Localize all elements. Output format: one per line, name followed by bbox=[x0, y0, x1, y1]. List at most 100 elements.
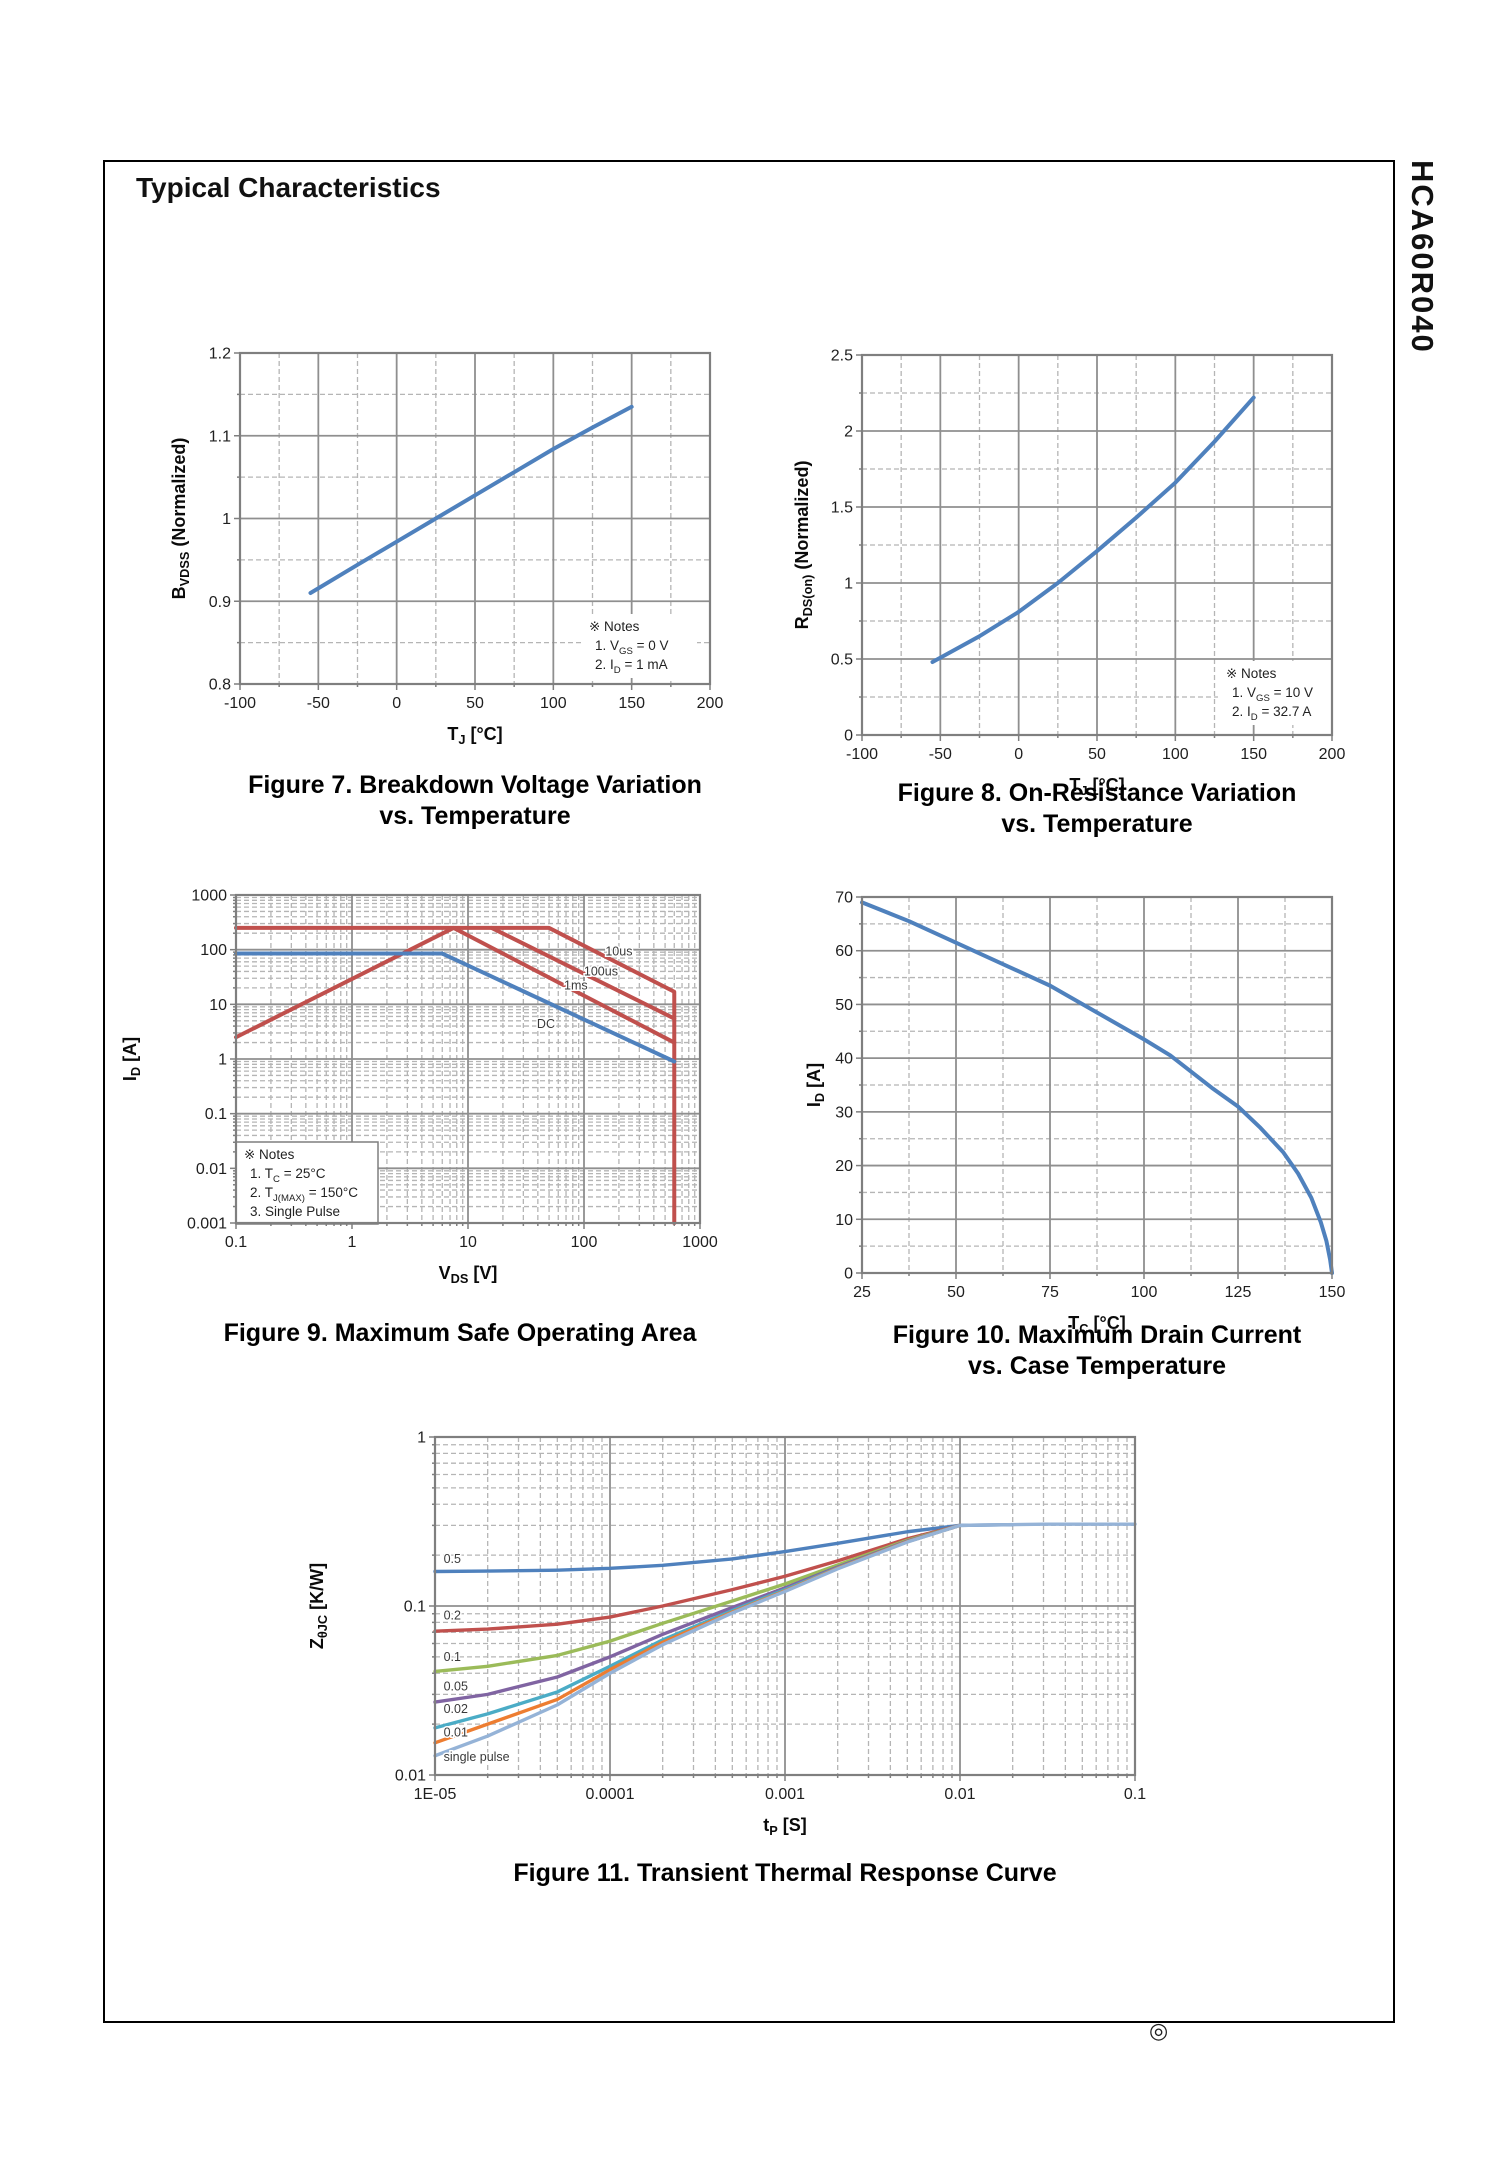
svg-text:0.02: 0.02 bbox=[444, 1702, 468, 1716]
svg-text:1000: 1000 bbox=[191, 888, 227, 905]
svg-text:150: 150 bbox=[1240, 746, 1267, 763]
svg-text:ZθJC [K/W]: ZθJC [K/W] bbox=[307, 1563, 330, 1649]
figure7-caption-line2: vs. Temperature bbox=[379, 802, 571, 830]
svg-text:50: 50 bbox=[835, 997, 853, 1014]
svg-text:0.5: 0.5 bbox=[444, 1552, 461, 1566]
svg-text:0.1: 0.1 bbox=[404, 1599, 426, 1616]
fig7-ticks bbox=[234, 352, 711, 690]
fig9-series bbox=[234, 925, 677, 1225]
svg-text:1. TC = 25°C: 1. TC = 25°C bbox=[250, 1166, 326, 1185]
svg-text:0.1: 0.1 bbox=[225, 1234, 247, 1251]
fig8-notes: ※ Notes 1. VGS = 10 V2. ID = 32.7 A bbox=[1218, 661, 1340, 725]
svg-text:10us: 10us bbox=[605, 945, 632, 959]
svg-text:1.5: 1.5 bbox=[831, 500, 853, 517]
svg-text:0.5: 0.5 bbox=[831, 652, 853, 669]
fig10-series-ID bbox=[860, 900, 1334, 1275]
svg-text:0: 0 bbox=[392, 695, 401, 712]
fig10-ticks bbox=[856, 896, 1333, 1279]
svg-text:2.5: 2.5 bbox=[831, 348, 853, 365]
svg-text:1ms: 1ms bbox=[564, 979, 588, 993]
svg-text:10: 10 bbox=[209, 997, 227, 1014]
fig11-series-0.5 bbox=[433, 1522, 1015, 1574]
fig8-series-RDS(on) bbox=[930, 395, 1256, 665]
svg-text:0.1: 0.1 bbox=[1124, 1786, 1146, 1803]
fig10-axis-titles: TC [°C] ID [A] bbox=[804, 1063, 1126, 1336]
svg-text:1.2: 1.2 bbox=[209, 346, 231, 363]
svg-text:0.01: 0.01 bbox=[395, 1768, 426, 1785]
svg-text:TJ [°C]: TJ [°C] bbox=[1069, 775, 1124, 798]
svg-text:50: 50 bbox=[947, 1284, 965, 1301]
fig8-axis-titles: TJ [°C] RDS(on) (Normalized) bbox=[792, 461, 1125, 798]
fig10-series bbox=[860, 900, 1334, 1275]
svg-text:25: 25 bbox=[853, 1284, 871, 1301]
svg-text:tP [S]: tP [S] bbox=[763, 1815, 807, 1838]
svg-text:10: 10 bbox=[459, 1234, 477, 1251]
content-border bbox=[103, 160, 1395, 2023]
fig7-axis-titles: TJ [°C] BVDSS (Normalized) bbox=[169, 438, 503, 747]
svg-text:ID [A]: ID [A] bbox=[120, 1037, 143, 1081]
svg-text:ID [A]: ID [A] bbox=[804, 1063, 827, 1107]
fig11-ticks bbox=[429, 1436, 1136, 1781]
svg-text:75: 75 bbox=[1041, 1284, 1059, 1301]
svg-text:0.9: 0.9 bbox=[209, 594, 231, 611]
svg-text:70: 70 bbox=[835, 890, 853, 907]
figure8-caption-line1: Figure 8. On-Resistance Variation bbox=[897, 779, 1297, 807]
svg-text:40: 40 bbox=[835, 1051, 853, 1068]
page-title: Typical Characteristics bbox=[136, 172, 441, 203]
svg-text:2. TJ(MAX) = 150°C: 2. TJ(MAX) = 150°C bbox=[250, 1185, 358, 1204]
svg-text:100: 100 bbox=[200, 942, 227, 959]
logo-mark-icon: ◎ bbox=[1149, 2018, 1169, 2043]
svg-text:0: 0 bbox=[844, 1266, 853, 1283]
fig11-series bbox=[433, 1522, 1137, 1758]
svg-text:1: 1 bbox=[417, 1430, 426, 1447]
svg-text:1E-05: 1E-05 bbox=[414, 1786, 457, 1803]
fig9-ticks bbox=[230, 894, 701, 1229]
svg-text:200: 200 bbox=[1319, 746, 1346, 763]
svg-text:※ Notes: ※ Notes bbox=[244, 1147, 295, 1162]
fig9-series-100us bbox=[489, 925, 677, 1021]
figure10-caption-line2: vs. Case Temperature bbox=[968, 1352, 1226, 1380]
fig9-tick-labels: 0.1 1 10 100 1000 0.001 0.01 0.1 1 10 100 1000 bbox=[187, 888, 718, 1252]
fig7-series-BVDSS bbox=[308, 404, 634, 595]
fig7-series bbox=[308, 404, 634, 595]
svg-text:※ Notes: ※ Notes bbox=[1226, 666, 1277, 681]
part-number-side-label: HCA60R040 bbox=[1405, 160, 1440, 354]
figure9: ※ Notes 1. TC = 25°C 2. TJ(MAX) = 150°C 3. … bbox=[110, 870, 810, 1380]
svg-text:50: 50 bbox=[1088, 746, 1106, 763]
svg-text:RDS(on) (Normalized): RDS(on) (Normalized) bbox=[792, 461, 815, 630]
svg-text:BVDSS (Normalized): BVDSS (Normalized) bbox=[169, 438, 192, 600]
fig8-series bbox=[930, 395, 1256, 665]
svg-text:1.1: 1.1 bbox=[209, 428, 231, 445]
fig10-tick-labels: 25 50 75 100 125 150 0 10 20 30 40 50 60 70 bbox=[835, 890, 1345, 1302]
svg-text:200: 200 bbox=[697, 695, 724, 712]
svg-text:100: 100 bbox=[540, 695, 567, 712]
svg-text:50: 50 bbox=[466, 695, 484, 712]
svg-text:TJ [°C]: TJ [°C] bbox=[447, 724, 502, 747]
svg-text:150: 150 bbox=[618, 695, 645, 712]
figure9-caption: Figure 9. Maximum Safe Operating Area bbox=[110, 1318, 810, 1349]
figure7-chart: ※ Notes 1. VGS = 0 V2. ID = 1 mA -100 -50 0 5… bbox=[169, 346, 724, 748]
figure10-chart: 25 50 75 100 125 150 0 10 20 30 40 50 60 70 TC [°C] ID … bbox=[804, 890, 1345, 1337]
fig11-series-0.01 bbox=[433, 1523, 962, 1745]
fig8-ticks bbox=[856, 354, 1333, 741]
fig9-series-10us bbox=[234, 925, 677, 1225]
fig11-tick-labels: 1E-05 0.0001 0.001 0.01 0.1 0.01 0.1 1 bbox=[395, 1430, 1146, 1804]
svg-text:1000: 1000 bbox=[682, 1234, 718, 1251]
svg-text:1: 1 bbox=[844, 576, 853, 593]
svg-text:0.01: 0.01 bbox=[196, 1161, 227, 1178]
figure8: ※ Notes 1. VGS = 10 V 2. ID = 32.7 A -100 -5… bbox=[780, 330, 1420, 860]
svg-text:0: 0 bbox=[844, 728, 853, 745]
svg-text:0: 0 bbox=[1014, 746, 1023, 763]
svg-text:-100: -100 bbox=[224, 695, 256, 712]
fig9-series-1ms bbox=[234, 925, 677, 1045]
svg-text:1. VGS = 10 V: 1. VGS = 10 V bbox=[1232, 685, 1313, 704]
svg-text:※ Notes: ※ Notes bbox=[589, 619, 640, 634]
fig8-tick-labels: -100 -50 0 50 100 150 200 0 0.5 1 1.5 2 2.5 bbox=[831, 348, 1346, 764]
fig9-axis-titles: VDS [V] ID [A] bbox=[120, 1037, 497, 1286]
figure11: 1E-05 0.0001 0.001 0.01 0.1 0.01 0.1 1 tP [S] ZθJ… bbox=[300, 1410, 1230, 1890]
fig10-grid-minor bbox=[862, 897, 1332, 1273]
svg-text:0.1: 0.1 bbox=[205, 1106, 227, 1123]
figure9-caption-line1: Figure 9. Maximum Safe Operating Area bbox=[223, 1319, 697, 1347]
svg-text:0.0001: 0.0001 bbox=[586, 1786, 635, 1803]
